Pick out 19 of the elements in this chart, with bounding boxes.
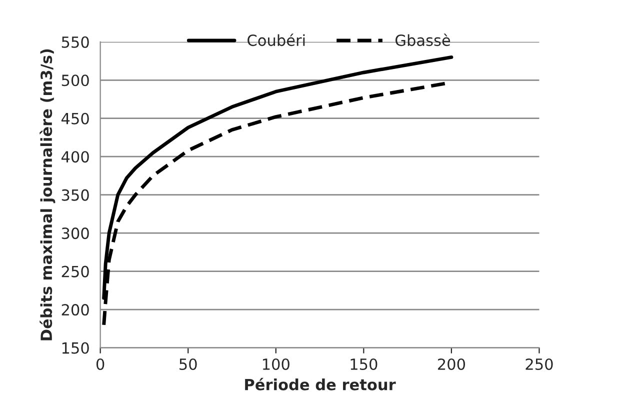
x-tick-label: 150 <box>350 358 378 370</box>
x-axis-title: Période de retour <box>245 378 396 390</box>
y-tick-label: 150 <box>62 342 89 354</box>
y-tick-label: 350 <box>62 189 89 201</box>
y-tick-label: 250 <box>62 266 89 278</box>
y-tick-label: 400 <box>61 151 89 163</box>
x-tick-label: 50 <box>180 358 197 370</box>
x-tick-label: 200 <box>438 358 466 370</box>
y-tick-label: 300 <box>62 228 89 240</box>
x-tick-label: 250 <box>526 358 553 370</box>
legend-label: Coubéri <box>248 34 305 46</box>
y-tick-label: 550 <box>62 36 89 48</box>
y-tick-label: 200 <box>62 304 89 316</box>
y-tick-label: 450 <box>61 112 89 124</box>
y-axis-title: Débits maximal journalière (m3/s) <box>40 49 56 340</box>
y-tick-label: 500 <box>62 74 89 86</box>
legend-label: Gbassè <box>396 34 450 46</box>
x-tick-label: 100 <box>262 358 290 370</box>
x-tick-label: 0 <box>96 358 104 370</box>
